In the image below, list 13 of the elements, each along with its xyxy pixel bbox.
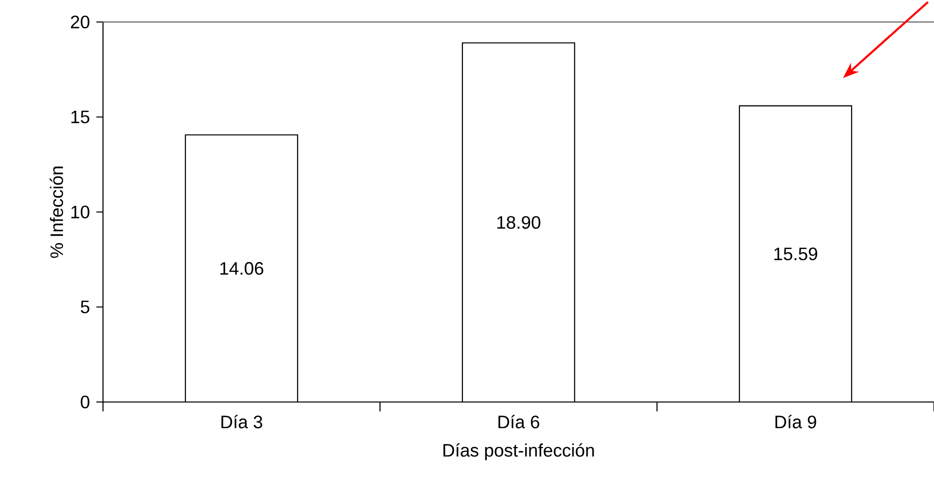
x-axis-title: Días post-infección xyxy=(443,443,594,460)
y-tick-label: 0 xyxy=(80,396,90,408)
y-axis-title: % Infección xyxy=(50,166,64,258)
x-tick-label: Día 3 xyxy=(221,414,262,428)
y-tick-label: 5 xyxy=(80,300,90,314)
x-tick-label: Día 9 xyxy=(775,414,816,428)
x-tick-label: Día 6 xyxy=(498,414,540,428)
y-tick-label: 10 xyxy=(71,206,90,218)
data-label: 15.59 xyxy=(774,248,818,260)
data-label: 18.90 xyxy=(497,216,540,229)
data-label: 14.06 xyxy=(220,262,264,275)
y-tick-label: 20 xyxy=(70,16,90,28)
y-tick-label: 15 xyxy=(71,110,90,124)
